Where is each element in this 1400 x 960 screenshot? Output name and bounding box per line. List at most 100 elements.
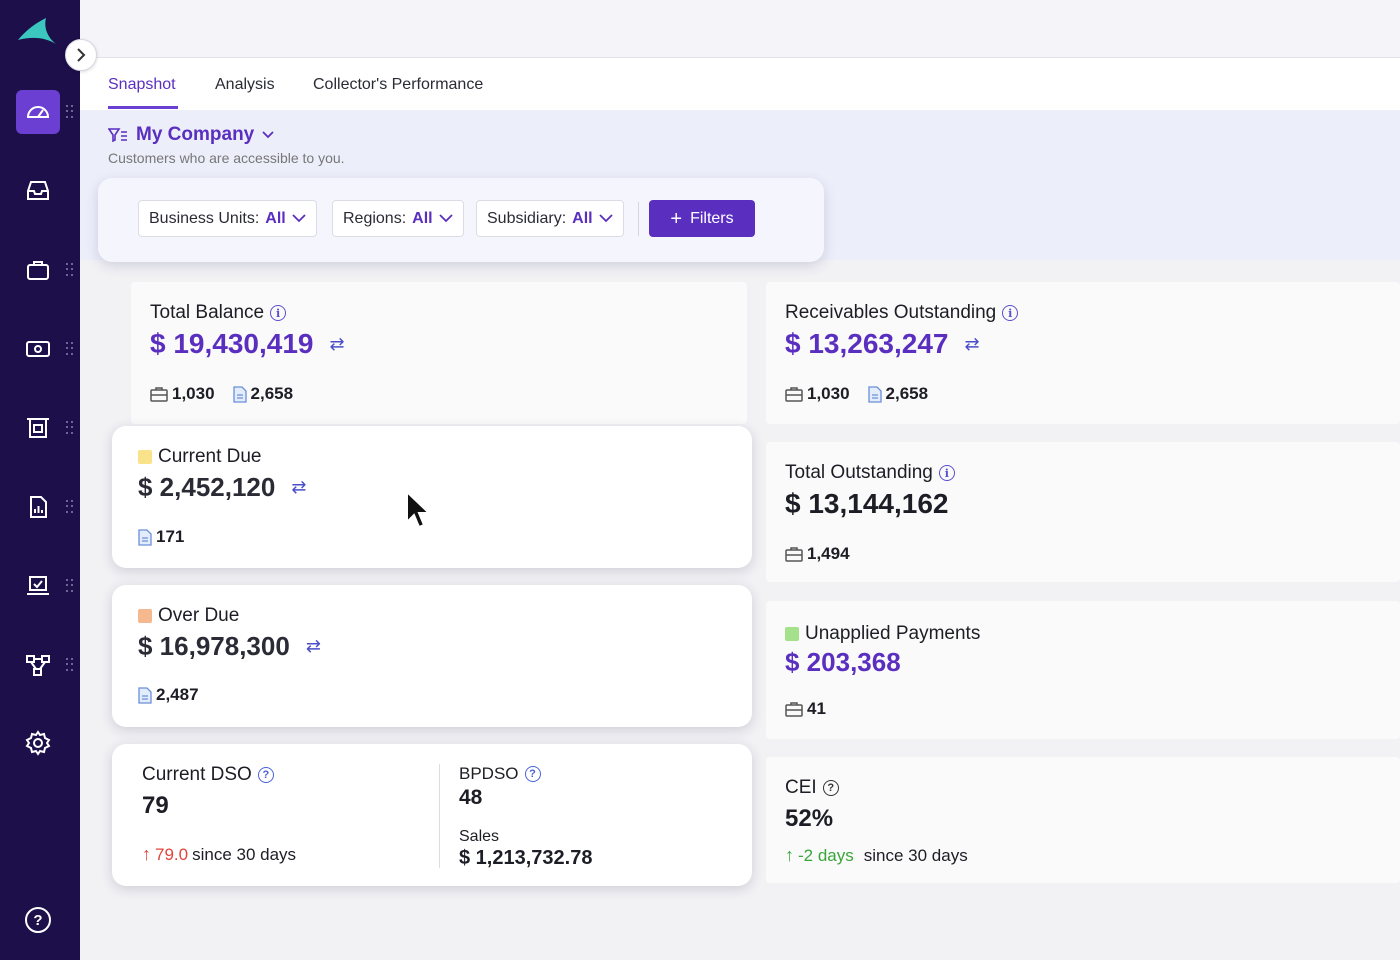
help-icon: ? [25, 907, 51, 933]
invoice-count: 171 [156, 527, 185, 546]
sales-value: $ 1,213,732.78 [459, 847, 593, 869]
document-icon [138, 686, 152, 704]
business-units-filter[interactable]: Business Units: All [138, 200, 317, 237]
drag-handle[interactable] [66, 342, 74, 356]
subsidiary-filter[interactable]: Subsidiary: All [476, 200, 624, 237]
top-bar [80, 0, 1400, 58]
add-filters-button[interactable]: + Filters [649, 200, 755, 237]
swap-icon[interactable]: ⇄ [305, 636, 321, 656]
briefcase-icon [785, 547, 803, 562]
invoice-count: 2,658 [885, 384, 929, 403]
filter-panel: Business Units: All Regions: All Subsidi… [98, 178, 824, 262]
help-icon[interactable]: ? [524, 766, 541, 782]
cash-icon [26, 341, 50, 357]
sales-label: Sales [459, 828, 500, 845]
subsidiary-label: Subsidiary: [487, 209, 567, 227]
briefcase-icon [785, 702, 803, 717]
workflow-icon [26, 655, 50, 676]
company-selector[interactable]: My Company [108, 124, 274, 146]
unapplied-payments-card[interactable]: Unapplied Payments $ 203,368 41 [766, 601, 1400, 739]
drag-handle[interactable] [66, 421, 74, 435]
card-amount: $ 13,144,162 [785, 488, 949, 519]
drag-handle[interactable] [66, 263, 74, 277]
regions-value: All [412, 209, 433, 227]
help-icon[interactable]: ? [822, 780, 839, 796]
cei-value: 52% [785, 805, 834, 832]
drag-handle[interactable] [66, 105, 74, 119]
over-due-card[interactable]: Over Due $ 16,978,300 ⇄ 2,487 [112, 585, 752, 727]
briefcase-icon [27, 261, 49, 280]
report-icon [30, 496, 47, 518]
nav-settings[interactable] [16, 721, 60, 765]
customer-count: 1,494 [807, 544, 850, 563]
tab-bar: Snapshot Analysis Collector's Performanc… [80, 58, 1400, 110]
active-tab-indicator [108, 106, 178, 109]
nav-dashboard[interactable] [16, 90, 60, 134]
drag-handle[interactable] [66, 500, 74, 514]
laptop-check-icon [27, 576, 49, 595]
tab-snapshot[interactable]: Snapshot [108, 76, 176, 93]
regions-filter[interactable]: Regions: All [332, 200, 464, 237]
nav-payments[interactable] [16, 327, 60, 371]
card-amount: $ 203,368 [785, 647, 901, 677]
sidebar: ? [0, 0, 80, 960]
tab-analysis[interactable]: Analysis [215, 76, 275, 93]
info-icon[interactable]: i [1002, 305, 1019, 321]
document-icon [138, 528, 152, 546]
business-units-label: Business Units: [149, 209, 260, 227]
chevron-down-icon [438, 214, 453, 223]
nav-collections[interactable] [16, 406, 60, 450]
total-outstanding-card[interactable]: Total Outstanding i $ 13,144,162 1,494 [766, 442, 1400, 582]
card-title: Over Due [158, 605, 240, 626]
swap-icon[interactable]: ⇄ [964, 333, 980, 354]
customer-count: 1,030 [807, 384, 850, 403]
cei-since: since 30 days [863, 845, 968, 865]
total-balance-card[interactable]: Total Balance i $ 19,430,419 ⇄ 1,030 2,6… [131, 282, 747, 424]
card-title: Total Balance [150, 302, 265, 323]
nav-help[interactable]: ? [16, 898, 60, 942]
info-icon[interactable]: i [938, 465, 955, 481]
dso-card[interactable]: Current DSO ? 79 ↑ 79.0 since 30 days BP… [112, 744, 752, 886]
mouse-cursor-icon [406, 490, 432, 529]
swap-icon[interactable]: ⇄ [291, 477, 307, 497]
swap-icon[interactable]: ⇄ [329, 333, 345, 354]
document-icon [232, 385, 247, 403]
money-box-icon [27, 418, 49, 438]
nav-inbox[interactable] [16, 169, 60, 213]
dso-change: 79.0 [155, 844, 189, 864]
drag-handle[interactable] [66, 658, 74, 672]
regions-label: Regions: [343, 209, 407, 227]
briefcase-icon [150, 387, 168, 402]
cei-card[interactable]: CEI ? 52% ↑ -2 days since 30 days [766, 757, 1400, 883]
dso-since: since 30 days [192, 844, 297, 864]
sidebar-toggle-button[interactable] [65, 39, 97, 71]
card-title: Current Due [158, 446, 262, 467]
svg-text:?: ? [33, 912, 42, 929]
current-dso-trend: ↑ 79.0 since 30 days [142, 844, 296, 865]
tab-collectors-performance[interactable]: Collector's Performance [313, 76, 484, 93]
card-title: Total Outstanding [785, 462, 933, 483]
filters-button-label: Filters [690, 209, 734, 227]
current-due-swatch [138, 450, 152, 464]
company-subtitle: Customers who are accessible to you. [108, 150, 345, 166]
chevron-down-icon [262, 131, 274, 139]
bpdso-value: 48 [459, 786, 483, 809]
nav-workflows[interactable] [16, 643, 60, 687]
gear-icon [25, 730, 51, 756]
arrow-up-icon: ↑ [142, 844, 151, 864]
arrow-up-icon: ↑ [785, 845, 794, 865]
bpdso-title: BPDSO [459, 764, 519, 783]
cei-trend: ↑ -2 days since 30 days [785, 845, 968, 866]
help-icon[interactable]: ? [257, 767, 274, 783]
card-amount: $ 19,430,419 [150, 328, 314, 359]
company-name: My Company [136, 124, 255, 145]
info-icon[interactable]: i [270, 305, 287, 321]
drag-handle[interactable] [66, 579, 74, 593]
divider [439, 764, 440, 868]
over-due-swatch [138, 609, 152, 623]
receivables-outstanding-card[interactable]: Receivables Outstanding i $ 13,263,247 ⇄… [766, 282, 1400, 424]
current-due-card[interactable]: Current Due $ 2,452,120 ⇄ 171 [112, 426, 752, 568]
nav-reports[interactable] [16, 485, 60, 529]
nav-customers[interactable] [16, 248, 60, 292]
nav-tasks[interactable] [16, 564, 60, 608]
